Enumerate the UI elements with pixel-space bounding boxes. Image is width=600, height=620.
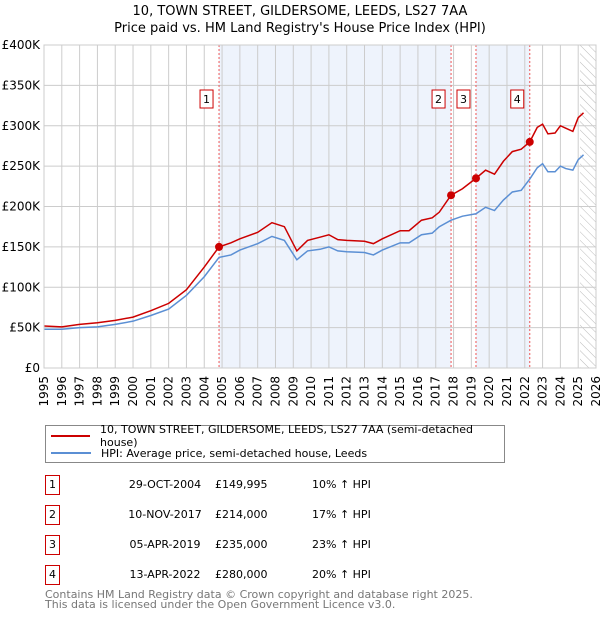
y-tick-label: £150K <box>2 240 42 254</box>
transaction-marker: 4 <box>45 565 60 585</box>
x-tick-label: 2013 <box>358 376 372 407</box>
legend-item-hpi: HPI: Average price, semi-detached house,… <box>46 445 367 461</box>
footer-line-2: This data is licensed under the Open Gov… <box>45 598 396 611</box>
transaction-price: £149,995 <box>215 478 268 491</box>
y-tick-label: £350K <box>2 78 42 92</box>
sale-point <box>447 191 456 200</box>
y-tick-label: £0 <box>25 361 40 375</box>
x-tick-label: 2022 <box>518 376 532 407</box>
plot-frame <box>43 44 597 369</box>
legend: 10, TOWN STREET, GILDERSOME, LEEDS, LS27… <box>45 423 505 463</box>
x-tick-label: 1996 <box>55 376 69 407</box>
y-tick-label: £50K <box>9 321 41 335</box>
x-tick-label: 2003 <box>179 376 193 407</box>
hpi-line <box>44 154 585 330</box>
sale-point <box>471 174 480 183</box>
sale-label: 3 <box>460 93 467 106</box>
legend-item-property: 10, TOWN STREET, GILDERSOME, LEEDS, LS27… <box>46 423 504 449</box>
x-tick-label: 2024 <box>553 376 567 407</box>
transaction-marker: 2 <box>45 505 60 525</box>
chart-subtitle: Price paid vs. HM Land Registry's House … <box>114 21 486 36</box>
transaction-price: £235,000 <box>215 538 268 551</box>
transaction-date: 13-APR-2022 <box>129 568 201 581</box>
x-tick-label: 2016 <box>411 376 425 407</box>
y-tick-label: £100K <box>2 280 42 294</box>
x-tick-label: 2019 <box>464 376 478 407</box>
sale-label-box <box>431 89 446 109</box>
x-tick-label: 2020 <box>482 376 496 407</box>
x-tick-label: 1995 <box>37 376 51 407</box>
transaction-hpi-change: 20% ↑ HPI <box>312 568 371 581</box>
x-tick-label: 2025 <box>571 376 585 407</box>
y-tick-label: £300K <box>2 119 42 133</box>
x-tick-label: 2006 <box>233 376 247 407</box>
footer-line-1: Contains HM Land Registry data © Crown c… <box>45 588 473 601</box>
sale-label-box <box>199 89 214 109</box>
x-tick-label: 2026 <box>589 376 600 407</box>
sale-label: 2 <box>435 93 442 106</box>
legend-label-property: 10, TOWN STREET, GILDERSOME, LEEDS, LS27… <box>100 423 474 449</box>
sale-point <box>525 137 534 146</box>
transaction-price: £214,000 <box>215 508 268 521</box>
y-tick-label: £250K <box>2 159 42 173</box>
legend-swatch-property <box>51 435 91 437</box>
x-tick-label: 2002 <box>162 376 176 407</box>
transaction-date: 29-OCT-2004 <box>128 478 202 491</box>
x-tick-label: 2000 <box>126 376 140 407</box>
transaction-date: 10-NOV-2017 <box>128 508 202 521</box>
x-tick-label: 2007 <box>251 376 265 407</box>
property-price-line <box>43 112 585 328</box>
x-tick-label: 2017 <box>429 376 443 407</box>
transaction-marker: 1 <box>45 475 60 495</box>
y-tick-label: £400K <box>2 38 42 52</box>
x-tick-label: 2011 <box>322 376 336 407</box>
x-tick-label: 1997 <box>73 376 87 407</box>
sale-label: 1 <box>203 93 210 106</box>
x-tick-label: 2001 <box>144 376 158 407</box>
transaction-price: £280,000 <box>215 568 268 581</box>
legend-swatch-hpi <box>51 452 91 454</box>
x-tick-label: 2009 <box>286 376 300 407</box>
sale-label-box <box>456 89 471 109</box>
sale-label-box <box>510 89 525 109</box>
x-tick-label: 2014 <box>375 376 389 407</box>
transaction-marker: 3 <box>45 535 60 555</box>
x-tick-label: 1999 <box>108 376 122 407</box>
x-tick-label: 1998 <box>90 376 104 407</box>
x-tick-label: 2015 <box>393 376 407 407</box>
chart-title: 10, TOWN STREET, GILDERSOME, LEEDS, LS27… <box>132 4 468 19</box>
price-chart: 1995 1996 1997 1998 1999 2000 2001 2002 2003 2004… <box>2 38 600 407</box>
x-tick-label: 2021 <box>500 376 514 407</box>
legend-label-hpi: HPI: Average price, semi-detached house,… <box>101 446 368 460</box>
x-tick-label: 2005 <box>215 376 229 407</box>
x-tick-label: 2012 <box>340 376 354 407</box>
transaction-hpi-change: 17% ↑ HPI <box>312 508 371 521</box>
x-tick-label: 2010 <box>304 376 318 407</box>
transaction-hpi-change: 10% ↑ HPI <box>312 478 371 491</box>
sale-label: 4 <box>514 93 521 106</box>
transaction-hpi-change: 23% ↑ HPI <box>312 538 371 551</box>
footer: Contains HM Land Registry data © Crown c… <box>45 588 473 611</box>
x-tick-label: 2008 <box>268 376 282 407</box>
x-tick-label: 2018 <box>447 376 461 407</box>
x-tick-label: 2004 <box>197 376 211 407</box>
sale-point <box>215 242 224 251</box>
x-tick-label: 2023 <box>536 376 550 407</box>
y-tick-label: £200K <box>2 200 42 214</box>
transaction-date: 05-APR-2019 <box>129 538 201 551</box>
